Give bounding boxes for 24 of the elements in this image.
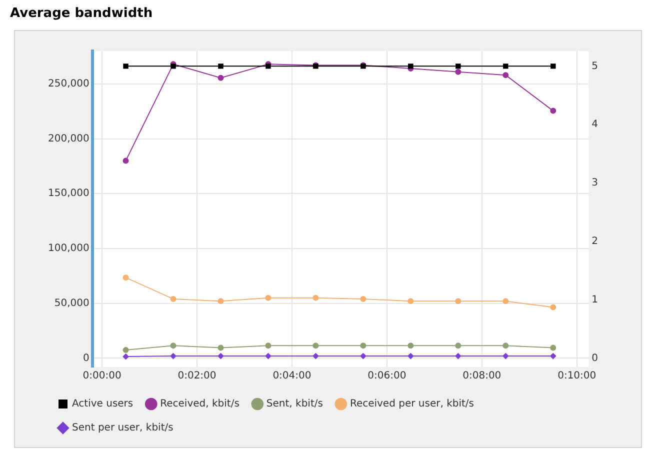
- legend-label: Received per user, kbit/s: [350, 398, 474, 410]
- x-tick-label: 0:10:00: [558, 370, 596, 382]
- x-tick-label: 0:08:00: [462, 370, 502, 382]
- y-tick-label: 250,000: [48, 78, 90, 90]
- y-tick-label: 100,000: [48, 243, 90, 254]
- y2-tick-label: 2: [592, 236, 598, 248]
- legend-label: Sent, kbit/s: [266, 398, 323, 410]
- y-tick-label: 150,000: [48, 188, 90, 200]
- y2-tick-label: 3: [592, 178, 598, 189]
- x-tick-label: 0:02:00: [178, 370, 216, 382]
- x-tick-label: 0:04:00: [272, 370, 312, 382]
- legend-label: Sent per user, kbit/s: [72, 422, 174, 434]
- y2-tick-label: 4: [592, 119, 598, 130]
- y-tick-label: 0: [82, 352, 90, 364]
- x-tick-label: 0:06:00: [368, 370, 406, 382]
- x-tick-label: 0:00:00: [82, 370, 122, 382]
- y-tick-label: 50,000: [54, 298, 90, 309]
- y-tick-label: 200,000: [48, 133, 90, 144]
- y2-tick-label: 5: [592, 60, 598, 72]
- legend-label: Received, kbit/s: [160, 398, 240, 410]
- y2-tick-label: 1: [592, 294, 598, 306]
- chart-title: Average bandwidth: [10, 6, 153, 21]
- y2-tick-label: 0: [592, 352, 598, 364]
- legend-label: Active users: [72, 398, 134, 410]
